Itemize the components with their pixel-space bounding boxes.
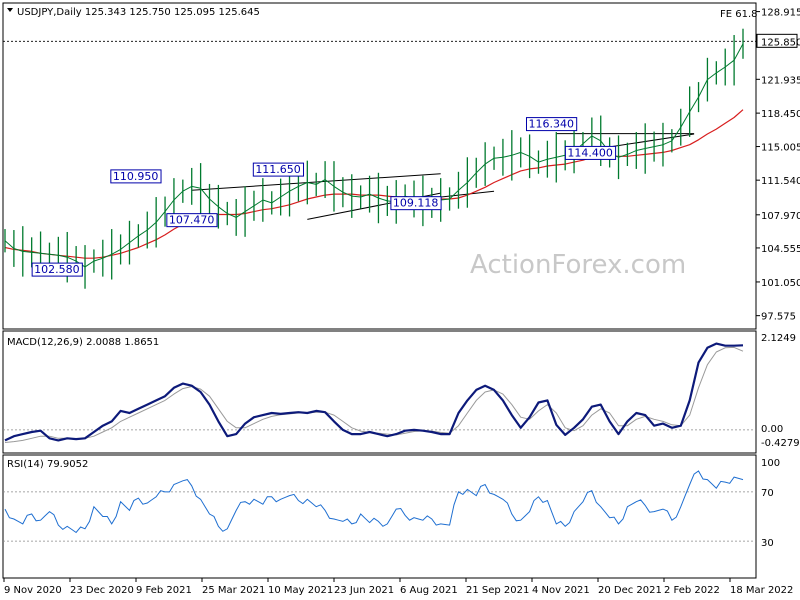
symbol-header: USDJPY,Daily 125.343 125.750 125.095 125… — [17, 7, 260, 18]
x-tick-1: 23 Dec 2020 — [70, 585, 134, 596]
axis-labels: 128.915 125.850 121.935 118.450 115.005 111.5… — [3, 8, 800, 596]
rsi-header: RSI(14) 79.9052 — [7, 459, 88, 470]
annotation-label-2: 107.470 — [169, 214, 215, 227]
x-tick-5: 23 Jun 2021 — [334, 585, 394, 596]
rsi-ytick-2: 30 — [761, 538, 774, 549]
annotation-label-4: 109.118 — [393, 197, 439, 210]
price-ytick-6: 107.970 — [761, 211, 800, 222]
annotation-label-0: 110.950 — [113, 170, 159, 183]
macd-layer — [3, 342, 756, 443]
annotation-label-3: 102.580 — [34, 263, 79, 276]
x-tick-0: 9 Nov 2020 — [4, 585, 62, 596]
rsi-line — [4, 470, 744, 534]
annotation-box-0 — [110, 169, 162, 184]
x-tick-2: 9 Feb 2021 — [136, 585, 192, 596]
price-ytick-2: 121.935 — [761, 75, 800, 86]
price-ytick-0: 128.915 — [761, 8, 800, 19]
annotation-box-5 — [525, 117, 578, 132]
annotation-label-1: 111.650 — [255, 163, 300, 176]
fe-label: FE 61.8 — [720, 9, 758, 20]
price-ytick-8: 101.050 — [761, 278, 800, 289]
macd-line — [4, 342, 744, 442]
annotation-label-5: 116.340 — [528, 118, 574, 131]
price-panel-frame — [2, 2, 757, 330]
annotation-box-6 — [564, 145, 617, 160]
x-tick-3: 25 Mar 2021 — [202, 585, 265, 596]
macd-panel-frame — [2, 330, 757, 454]
macd-ytick-1: 0.00 — [761, 424, 783, 435]
price-ytick-3: 118.450 — [761, 109, 800, 120]
rsi-layer — [3, 470, 756, 542]
rsi-ytick-1: 70 — [761, 488, 774, 499]
annotation-box-3 — [31, 262, 83, 277]
price-ytick-7: 104.555 — [761, 244, 800, 255]
price-line — [4, 43, 744, 268]
price-ytick-9: 97.575 — [761, 312, 796, 323]
price-lines — [4, 28, 744, 289]
annotation-box-2 — [166, 213, 218, 228]
x-tick-9: 20 Dec 2021 — [598, 585, 662, 596]
x-tick-8: 4 Nov 2021 — [532, 585, 590, 596]
watermark: ActionForex.com — [470, 250, 686, 280]
x-tick-10: 2 Feb 2022 — [664, 585, 720, 596]
collapse-triangle-icon[interactable] — [7, 8, 13, 12]
current-price-box — [756, 33, 798, 48]
x-tick-6: 6 Aug 2021 — [400, 585, 458, 596]
rsi-panel-frame — [2, 454, 757, 579]
rsi-ytick-0: 100 — [761, 458, 780, 469]
x-tick-4: 10 May 2021 — [268, 585, 333, 596]
x-tick-7: 21 Sep 2021 — [466, 585, 529, 596]
price-ytick-5: 111.540 — [761, 176, 800, 187]
price-ytick-4: 115.005 — [761, 143, 800, 154]
macd-ytick-0: 2.1249 — [761, 333, 796, 344]
macd-header: MACD(12,26,9) 2.0088 1.8651 — [7, 337, 159, 348]
annotation-label-6: 114.400 — [567, 146, 613, 159]
x-tick-11: 18 Mar 2022 — [730, 585, 793, 596]
price-ytick-1: 125.850 — [761, 37, 800, 48]
annotation-box-1 — [252, 162, 305, 177]
price-annotations: 110.950 111.650 107.470 102.580 109.118 116.3… — [31, 117, 617, 277]
annotation-box-4 — [390, 196, 442, 211]
macd-ytick-2: -0.4279 — [761, 438, 800, 449]
